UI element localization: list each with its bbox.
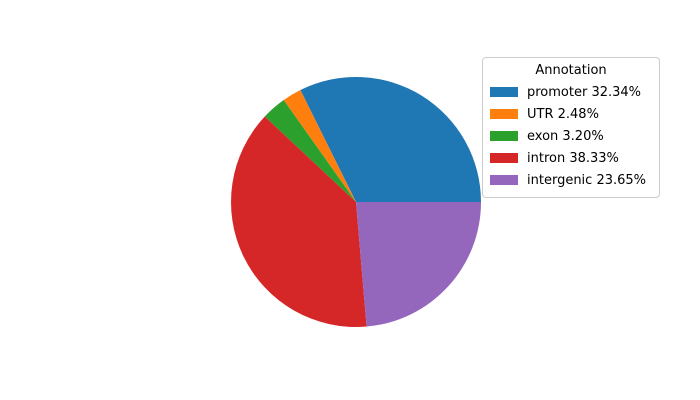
pie-slice-intron (231, 116, 367, 327)
legend-label-intergenic: intergenic 23.65% (527, 172, 647, 188)
pie-slice-intergenic (356, 202, 481, 327)
legend-label-intron: intron 38.33% (527, 150, 619, 166)
legend: Annotation promoter 32.34% UTR 2.48% exo… (482, 57, 660, 198)
legend-swatch-promoter (490, 87, 518, 97)
legend-item-intron: intron 38.33% (490, 147, 652, 169)
pie-slice-UTR (283, 90, 356, 202)
legend-item-intergenic: intergenic 23.65% (490, 169, 652, 191)
legend-item-utr: UTR 2.48% (490, 103, 652, 125)
legend-item-promoter: promoter 32.34% (490, 81, 652, 103)
legend-swatch-exon (490, 131, 518, 141)
legend-swatch-intergenic (490, 175, 518, 185)
legend-label-promoter: promoter 32.34% (527, 84, 642, 100)
legend-label-exon: exon 3.20% (527, 128, 604, 144)
pie-slice-exon (264, 100, 356, 202)
legend-item-exon: exon 3.20% (490, 125, 652, 147)
pie-slice-promoter (300, 76, 481, 202)
legend-title: Annotation (535, 63, 607, 78)
legend-swatch-utr (490, 109, 518, 119)
legend-label-utr: UTR 2.48% (527, 106, 599, 122)
legend-swatch-intron (490, 153, 518, 163)
